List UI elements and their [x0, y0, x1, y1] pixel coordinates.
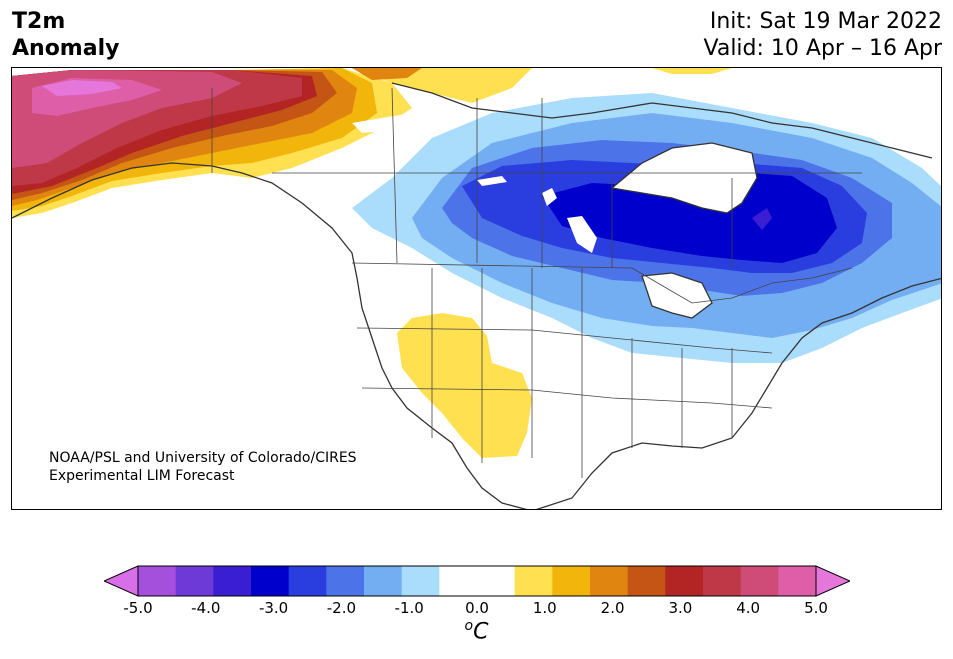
colorbar-segment [778, 566, 817, 596]
colorbar-segment [401, 566, 440, 596]
colorbar-tick-label: 0.0 [465, 599, 489, 617]
colorbar-tick-label: -5.0 [123, 599, 153, 617]
unit-label: oC [0, 618, 953, 644]
init-date: Init: Sat 19 Mar 2022 [709, 9, 942, 34]
coastlines [12, 82, 941, 509]
colorbar-tick-label: 3.0 [668, 599, 693, 617]
colorbar-segment [251, 566, 290, 596]
cold-6-region [752, 208, 772, 230]
map-credit: NOAA/PSL and University of Colorado/CIRE… [49, 449, 357, 485]
colorbar-segment [439, 566, 478, 596]
colorbar-segment [288, 566, 327, 596]
colorbar-segment [627, 566, 666, 596]
colorbar-tick-label: 2.0 [600, 599, 625, 617]
colorbar-segment [590, 566, 629, 596]
valid-range: Valid: 10 Apr – 16 Apr [703, 36, 943, 61]
political-borders [211, 87, 862, 478]
arctic-warm-3-region [652, 68, 732, 74]
warm-9-region [42, 80, 122, 96]
lake-hole-2 [477, 176, 507, 186]
colorbar-tick-label: -4.0 [191, 599, 221, 617]
colorbar-segment [703, 566, 742, 596]
credit-line-1: NOAA/PSL and University of Colorado/CIRE… [49, 450, 357, 466]
map-title: T2m Anomaly [12, 8, 119, 62]
cold-5-region [542, 173, 837, 263]
map-canvas [12, 68, 941, 509]
colorbar-tick-label: 4.0 [736, 599, 761, 617]
colorbar-segment [665, 566, 704, 596]
colorbar-outline [137, 565, 817, 597]
temperature-colorbar [104, 565, 850, 597]
colorbar-segment [213, 566, 252, 596]
anomaly-map [11, 67, 942, 510]
unit-base: C [473, 619, 489, 645]
colorbar-segment [175, 566, 214, 596]
unit-superscript: o [464, 618, 474, 634]
arctic-warm-2-region [352, 68, 422, 80]
credit-line-2: Experimental LIM Forecast [49, 468, 235, 484]
arctic-hole [352, 113, 432, 133]
colorbar-tick-label: -2.0 [326, 599, 357, 617]
title-line-1: T2m [12, 9, 66, 34]
colorbar-tick-label: -1.0 [394, 599, 424, 617]
lake-hole-1 [567, 216, 597, 253]
colorbar-segment [326, 566, 365, 596]
colorbar-segment [477, 566, 516, 596]
colorbar-segment [514, 566, 553, 596]
colorbar-tick-label: 1.0 [532, 599, 557, 617]
lake-hole-3 [542, 188, 557, 206]
title-line-2: Anomaly [12, 36, 120, 61]
colorbar-left-extension [104, 565, 139, 597]
colorbar-segment [138, 566, 177, 596]
southwest-warm-region [397, 313, 532, 458]
colorbar-segment [364, 566, 403, 596]
colorbar-tick-label: -3.0 [258, 599, 289, 617]
colorbar-segment [740, 566, 779, 596]
colorbar-segment [552, 566, 591, 596]
forecast-dates: Init: Sat 19 Mar 2022 Valid: 10 Apr – 16… [704, 8, 943, 62]
colorbar-right-extension [815, 565, 850, 597]
colorbar-tick-label: 5.0 [804, 599, 828, 617]
